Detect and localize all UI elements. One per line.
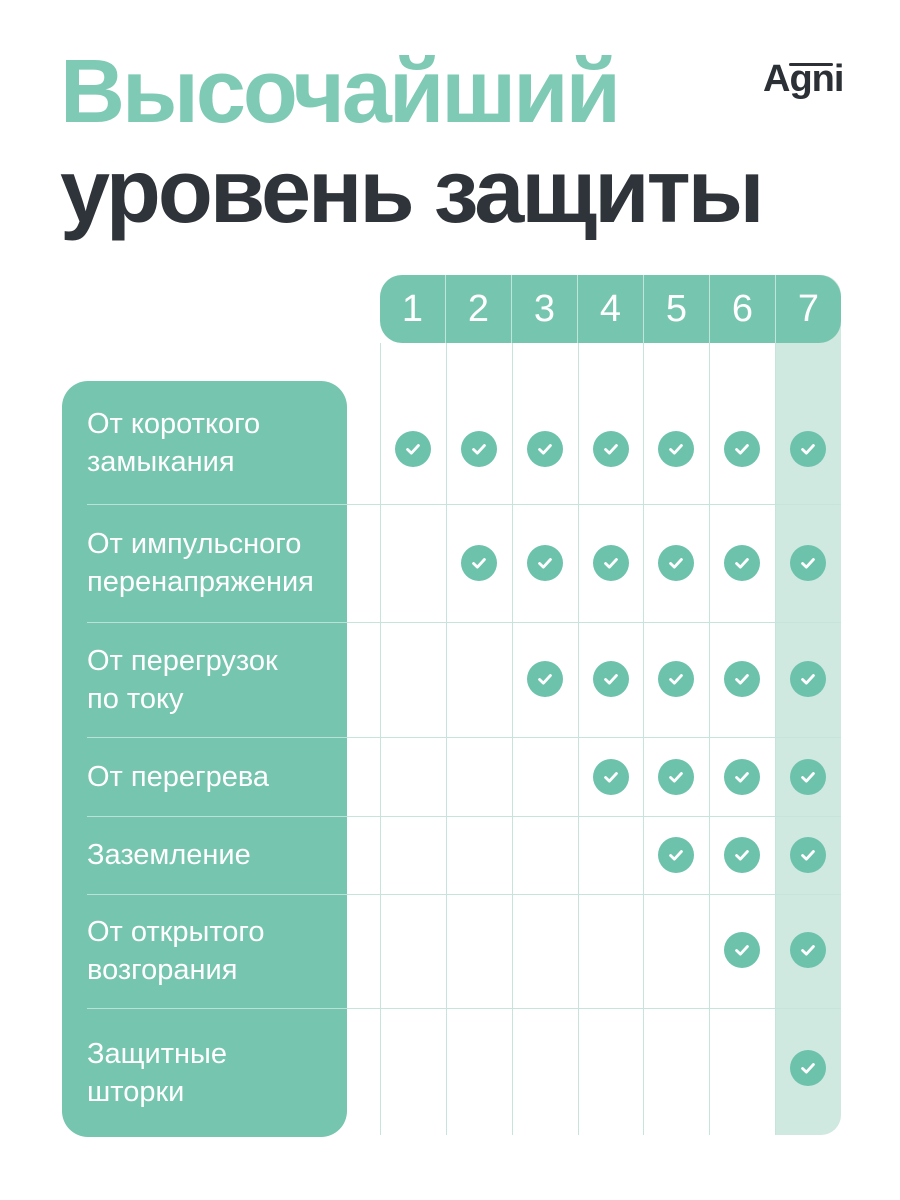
check-icon — [790, 759, 826, 795]
check-icon — [724, 545, 760, 581]
level-header-cell: 7 — [775, 275, 841, 343]
page-title-line1: Высочайший — [60, 42, 621, 142]
check-icon — [724, 837, 760, 873]
row-label: От короткого замыкания — [87, 407, 261, 478]
check-icon — [790, 545, 826, 581]
grid-vline — [578, 343, 579, 1135]
level-header-cell: 1 — [401, 287, 424, 330]
row-labels-panel: От короткого замыкания От импульсного пе… — [62, 381, 347, 1137]
page-title-line2: уровень защиты — [60, 142, 765, 242]
grid-hline — [347, 894, 841, 895]
grid-vline — [643, 343, 644, 1135]
row-label: Защитные шторки — [62, 1008, 347, 1137]
brand-logo: Agni — [763, 56, 853, 102]
check-icon — [527, 545, 563, 581]
check-icon — [790, 837, 826, 873]
check-icon — [527, 431, 563, 467]
check-icon — [658, 837, 694, 873]
check-icon — [658, 545, 694, 581]
grid-hline — [347, 737, 841, 738]
check-icon — [593, 661, 629, 697]
check-icon — [593, 759, 629, 795]
check-icon — [461, 431, 497, 467]
page-title: Высочайший уровень защиты — [60, 42, 765, 242]
level-header-cell: 4 — [577, 275, 643, 343]
grid-vline — [709, 343, 710, 1135]
level-header-cell: 5 — [643, 275, 709, 343]
grid-hline — [347, 816, 841, 817]
row-label: От перегрева — [62, 737, 347, 816]
grid-hline — [347, 622, 841, 623]
check-icon — [724, 431, 760, 467]
check-icon — [790, 932, 826, 968]
check-icon — [724, 932, 760, 968]
grid-vline — [512, 343, 513, 1135]
grid-vline — [446, 343, 447, 1135]
check-icon — [724, 759, 760, 795]
check-icon — [658, 661, 694, 697]
check-icon — [658, 431, 694, 467]
check-icon — [790, 431, 826, 467]
check-icon — [593, 545, 629, 581]
grid-hline — [347, 1008, 841, 1009]
row-label: От перегрузок по току — [62, 622, 347, 737]
level-header-cell: 2 — [445, 275, 511, 343]
check-icon — [724, 661, 760, 697]
column-highlight — [775, 275, 841, 1135]
grid-hline — [347, 504, 841, 505]
grid-vline — [380, 343, 381, 1135]
check-icon — [527, 661, 563, 697]
row-label: Заземление — [62, 816, 347, 894]
level-header-cell: 3 — [511, 275, 577, 343]
check-icon — [658, 759, 694, 795]
logo-overline — [789, 63, 833, 66]
level-header-cell: 6 — [709, 275, 775, 343]
row-label: От импульсного перенапряжения — [62, 504, 347, 622]
check-icon — [593, 431, 629, 467]
check-icon — [790, 1050, 826, 1086]
check-icon — [790, 661, 826, 697]
check-icon — [395, 431, 431, 467]
check-icon — [461, 545, 497, 581]
grid-vline — [775, 343, 776, 1135]
row-label: От открытого возгорания — [62, 894, 347, 1008]
